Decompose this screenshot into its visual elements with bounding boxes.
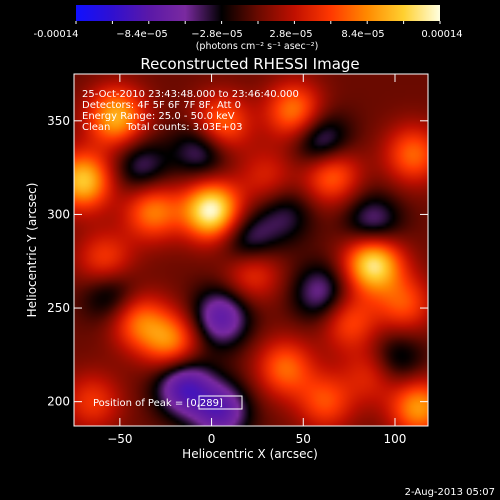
x-tick-label: 50 [296,432,311,446]
y-tick-label: 350 [47,114,70,128]
x-axis: −50 0 50 100 [107,74,406,446]
plot-date: 2-Aug-2013 05:07 [405,487,495,498]
clean-counts-text: Clean Total counts: 3.03E+03 [82,122,242,133]
y-tick-label: 200 [47,395,70,409]
y-axis: 200 250 300 350 [47,114,428,409]
peak-position-text: Position of Peak = [0,289] [93,398,223,409]
colorbar-tick-label: 2.8e−05 [269,29,312,40]
colorbar-units: (photons cm⁻² s⁻¹ asec⁻²) [196,41,319,52]
colorbar-tick-label: −8.4e−05 [116,29,168,40]
colorbar-tick-label: 8.4e−05 [341,29,384,40]
peak-position-label: Position of Peak = [93,398,186,409]
y-axis-label: Heliocentric Y (arcsec) [25,183,39,318]
x-tick-label: 0 [208,432,216,446]
colorbar-tick-label: -0.00014 [34,29,79,40]
x-tick-label: 100 [384,432,407,446]
x-axis-label: Heliocentric X (arcsec) [182,447,318,461]
detectors-text: Detectors: 4F 5F 6F 7F 8F, Att 0 [82,100,241,111]
chart-title: Reconstructed RHESSI Image [140,55,359,73]
colorbar-ticks [75,21,441,24]
colorbar-tick-label: −2.8e−05 [191,29,243,40]
peak-value-box [198,395,243,410]
y-tick-label: 300 [47,207,70,221]
energy-range-text: Energy Range: 25.0 - 50.0 keV [82,111,235,122]
time-range-text: 25-Oct-2010 23:43:48.000 to 23:46:40.000 [82,89,299,100]
image-annotations: 25-Oct-2010 23:43:48.000 to 23:46:40.000… [82,89,299,133]
colorbar-tick-label: 0.00014 [421,29,462,40]
colorbar [76,5,440,21]
y-tick-label: 250 [47,301,70,315]
colorbar-tick-labels: -0.00014 −8.4e−05 −2.8e−05 2.8e−05 8.4e−… [34,29,463,40]
plot-frame [73,73,429,427]
peak-position-value: [0,289] [186,398,223,409]
x-tick-label: −50 [107,432,132,446]
heatmap-image [74,74,428,426]
